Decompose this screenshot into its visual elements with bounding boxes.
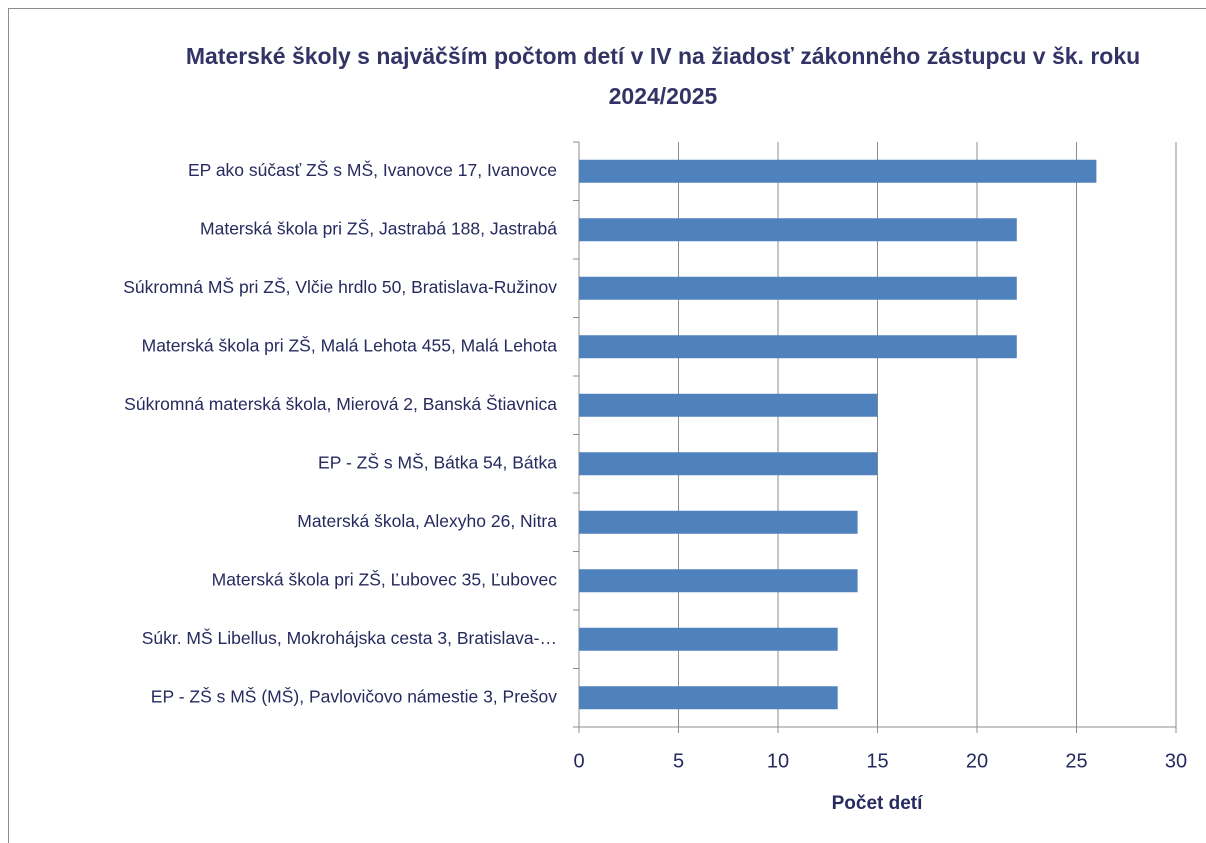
y-tick-label: Súkr. MŠ Libellus, Mokrohájska cesta 3, …: [142, 627, 557, 648]
y-tick-label: Materská škola pri ZŠ, Ľubovec 35, Ľubov…: [212, 568, 558, 589]
x-tick-label: 20: [966, 750, 988, 772]
y-tick-label: EP ako súčasť ZŠ s MŠ, Ivanovce 17, Ivan…: [188, 159, 557, 180]
bar: [579, 218, 1017, 242]
x-tick-label: 10: [767, 750, 789, 772]
bar: [579, 276, 1017, 300]
x-tick-label: 0: [573, 750, 584, 772]
x-tick-label: 30: [1165, 750, 1187, 772]
y-tick-label: Súkromná materská škola, Mierová 2, Bans…: [124, 393, 557, 414]
x-axis-label: Počet detí: [832, 793, 924, 814]
y-tick-label: Materská škola, Alexyho 26, Nitra: [297, 511, 557, 531]
chart-title: Materské školy s najväčším počtom detí v…: [185, 43, 1141, 109]
chart-frame: [8, 8, 1206, 843]
x-tick-label: 25: [1065, 750, 1087, 772]
y-tick-label: Súkromná MŠ pri ZŠ, Vlčie hrdlo 50, Brat…: [123, 276, 557, 297]
y-tick-label: EP - ZŠ s MŠ (MŠ), Pavlovičovo námestie …: [151, 685, 557, 706]
bar: [579, 627, 838, 651]
y-tick-label: Materská škola pri ZŠ, Malá Lehota 455, …: [142, 334, 558, 355]
bar: [579, 686, 838, 710]
bar: [579, 569, 858, 593]
x-tick-label: 15: [866, 750, 888, 772]
y-tick-label: EP - ZŠ s MŠ, Bátka 54, Bátka: [318, 451, 557, 472]
bar: [579, 335, 1017, 359]
x-tick-label: 5: [673, 750, 684, 772]
y-tick-label: Materská škola pri ZŠ, Jastrabá 188, Jas…: [200, 217, 557, 238]
bar: [579, 510, 858, 534]
bar: [579, 393, 878, 417]
bar: [579, 452, 878, 476]
bar: [579, 159, 1097, 183]
